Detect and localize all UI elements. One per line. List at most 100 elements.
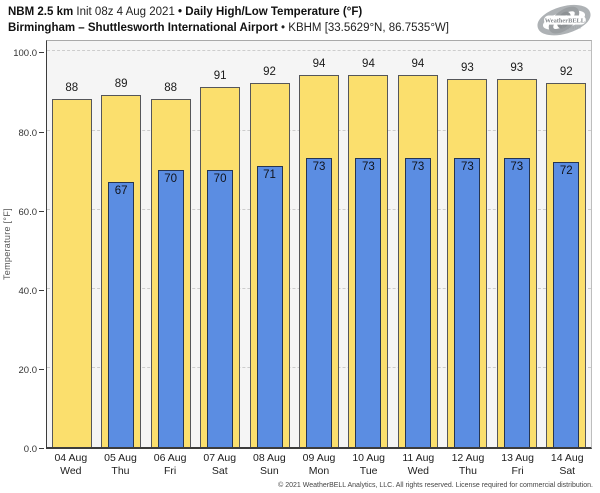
x-tick-label-10-Aug: 10 Aug Tue bbox=[344, 452, 394, 478]
x-tick-day: Tue bbox=[359, 465, 378, 477]
x-axis-labels: 04 Aug Wed 05 Aug Thu 06 Aug Fri 07 Aug Sat 08 A… bbox=[46, 452, 592, 478]
x-tick-date: 06 Aug bbox=[153, 452, 187, 464]
low-temp-bar: 70 bbox=[207, 170, 234, 447]
bar-slot-06-Aug: 88 70 bbox=[146, 41, 195, 447]
x-tick-label-06-Aug: 06 Aug Fri bbox=[145, 452, 195, 478]
copyright-notice: © 2021 WeatherBELL Analytics, LLC. All r… bbox=[278, 482, 593, 489]
low-temp-value: 73 bbox=[510, 161, 524, 174]
low-temp-bar: 71 bbox=[256, 166, 283, 447]
init-time: Init 08z 4 Aug 2021 bbox=[73, 6, 179, 18]
logo-sub-text: Analytics LLC bbox=[562, 25, 582, 29]
y-tick-mark-80 bbox=[39, 131, 44, 133]
high-temp-value: 92 bbox=[559, 66, 573, 79]
low-temp-bar: 67 bbox=[108, 181, 135, 447]
y-tick-mark-0 bbox=[39, 448, 44, 449]
bar-slot-11-Aug: 94 73 bbox=[393, 41, 442, 447]
x-tick-date: 08 Aug bbox=[253, 452, 286, 464]
low-temp-value: 70 bbox=[213, 173, 227, 186]
x-tick-label-14-Aug: 14 Aug Sat bbox=[542, 452, 592, 478]
low-temp-bar: 70 bbox=[157, 170, 184, 447]
logo-text-pill bbox=[544, 15, 586, 25]
x-tick-label-04-Aug: 04 Aug Wed bbox=[46, 452, 96, 478]
low-temp-bar: 73 bbox=[454, 158, 481, 447]
y-axis-ticks: 0.0 20.0 40.0 60.0 80.0 100.0 bbox=[0, 40, 44, 455]
x-tick-label-11-Aug: 11 Aug Wed bbox=[393, 452, 443, 478]
y-tick-mark-20 bbox=[39, 368, 44, 370]
low-temp-value: 71 bbox=[263, 169, 276, 182]
x-tick-day: Wed bbox=[407, 465, 429, 477]
y-tick-mark-40 bbox=[39, 289, 44, 291]
x-tick-day: Sat bbox=[211, 465, 228, 477]
x-tick-date: 12 Aug bbox=[451, 452, 485, 464]
weatherbell-logo: WeatherBELL Analytics LLC bbox=[537, 4, 591, 36]
station-id: KBHM [33.5629°N, 86.7535°W] bbox=[285, 22, 449, 34]
bar-slot-09-Aug: 94 73 bbox=[294, 41, 343, 447]
low-temp-bar: 73 bbox=[305, 158, 332, 447]
bar-slot-14-Aug: 92 72 bbox=[542, 41, 591, 447]
bar-slot-07-Aug: 91 70 bbox=[195, 41, 244, 447]
x-tick-day: Wed bbox=[60, 465, 82, 477]
x-tick-label-05-Aug: 05 Aug Thu bbox=[96, 452, 146, 478]
station-sep-dot: • bbox=[281, 22, 286, 34]
high-temp-value: 94 bbox=[312, 58, 326, 71]
y-tick-label-100: 100.0 bbox=[13, 48, 37, 60]
high-temp-value: 88 bbox=[65, 81, 79, 94]
y-tick-mark-100 bbox=[39, 52, 44, 54]
high-temp-value: 93 bbox=[510, 62, 524, 75]
x-tick-label-12-Aug: 12 Aug Thu bbox=[443, 452, 493, 478]
x-tick-date: 13 Aug bbox=[501, 452, 534, 464]
low-temp-value: 73 bbox=[312, 161, 326, 174]
x-tick-date: 05 Aug bbox=[104, 452, 137, 464]
bar-slot-10-Aug: 94 73 bbox=[344, 41, 393, 447]
high-temp-value: 92 bbox=[263, 66, 276, 79]
low-temp-bar: 73 bbox=[355, 158, 382, 447]
logo-brand-text: WeatherBELL bbox=[545, 17, 585, 24]
x-tick-label-08-Aug: 08 Aug Sun bbox=[245, 452, 295, 478]
x-tick-day: Fri bbox=[163, 465, 177, 477]
gridline-100 bbox=[47, 50, 591, 52]
low-temp-value: 73 bbox=[411, 161, 425, 174]
bar-slots: 88 89 67 88 70 91 70 92 71 94 73 94 73 94 73 93 73 93 73 92… bbox=[47, 41, 591, 447]
x-tick-label-07-Aug: 07 Aug Sat bbox=[195, 452, 245, 478]
y-tick-label-80: 80.0 bbox=[18, 127, 38, 139]
low-temp-value: 67 bbox=[114, 184, 128, 197]
title-separator: • bbox=[178, 6, 183, 18]
bar-slot-08-Aug: 92 71 bbox=[245, 41, 294, 447]
x-tick-day: Sun bbox=[260, 465, 279, 477]
y-tick-label-60: 60.0 bbox=[18, 206, 38, 218]
y-tick-label-40: 40.0 bbox=[18, 285, 38, 297]
x-tick-date: 14 Aug bbox=[550, 452, 584, 464]
title-line-1: NBM 2.5 km Init 08z 4 Aug 2021 • Daily H… bbox=[8, 4, 449, 20]
x-tick-label-09-Aug: 09 Aug Mon bbox=[294, 452, 344, 478]
y-tick-label-20: 20.0 bbox=[18, 364, 38, 376]
bar-slot-04-Aug: 88 bbox=[47, 41, 96, 447]
x-tick-label-13-Aug: 13 Aug Fri bbox=[493, 452, 543, 478]
title-line-2: Birmingham – Shuttlesworth International… bbox=[8, 20, 449, 36]
low-temp-value: 70 bbox=[164, 173, 178, 186]
high-temp-value: 93 bbox=[460, 62, 474, 75]
high-temp-value: 89 bbox=[114, 77, 128, 90]
low-temp-value: 73 bbox=[362, 161, 375, 174]
bar-slot-05-Aug: 89 67 bbox=[96, 41, 145, 447]
x-tick-date: 07 Aug bbox=[203, 452, 237, 464]
high-temp-value: 88 bbox=[164, 81, 178, 94]
x-tick-date: 10 Aug bbox=[352, 452, 386, 464]
high-temp-value: 94 bbox=[411, 58, 425, 71]
y-tick-mark-60 bbox=[39, 210, 44, 212]
low-temp-bar: 72 bbox=[553, 162, 580, 447]
chart-header: NBM 2.5 km Init 08z 4 Aug 2021 • Daily H… bbox=[8, 4, 449, 36]
x-tick-date: 11 Aug bbox=[402, 452, 435, 464]
model-name: NBM 2.5 km bbox=[8, 6, 74, 18]
bar-slot-12-Aug: 93 73 bbox=[443, 41, 492, 447]
x-tick-day: Sat bbox=[559, 465, 576, 477]
product-name: Daily High/Low Temperature (°F) bbox=[182, 6, 363, 18]
location-name: Birmingham – Shuttlesworth International… bbox=[8, 22, 278, 34]
low-temp-bar: 73 bbox=[404, 158, 431, 447]
x-tick-day: Thu bbox=[111, 465, 130, 477]
plot-area: 88 89 67 88 70 91 70 92 71 94 73 94 73 94 73 93 73 93 73 92… bbox=[46, 40, 592, 449]
y-tick-label-0: 0.0 bbox=[23, 444, 37, 455]
low-temp-value: 73 bbox=[460, 161, 474, 174]
high-temp-value: 94 bbox=[362, 58, 375, 71]
x-tick-day: Mon bbox=[308, 465, 330, 477]
x-tick-day: Thu bbox=[458, 465, 477, 477]
